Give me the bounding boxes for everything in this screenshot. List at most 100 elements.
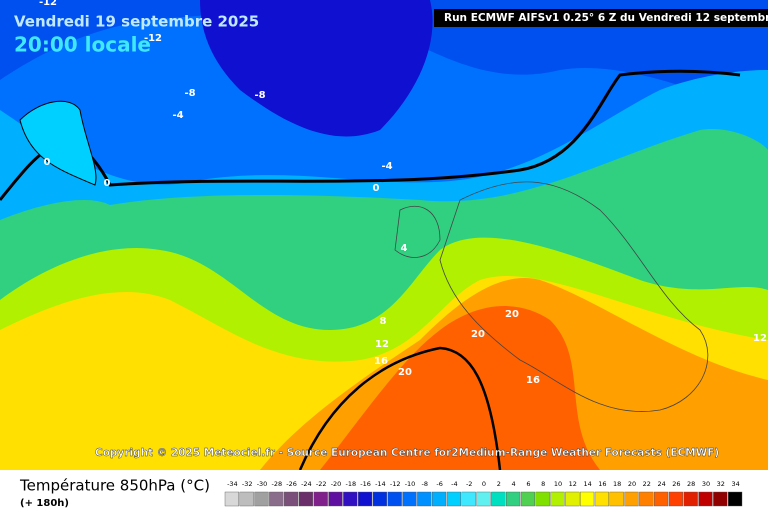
legend-swatch bbox=[254, 491, 269, 507]
legend-label: -2 bbox=[466, 480, 472, 488]
legend-swatch bbox=[713, 491, 728, 507]
legend-label: -34 bbox=[227, 480, 238, 488]
legend-swatch bbox=[550, 491, 565, 507]
legend-swatch bbox=[698, 491, 713, 507]
contour-label: -4 bbox=[172, 110, 183, 121]
legend-swatch bbox=[446, 491, 462, 507]
footer-title: Température 850hPa (°C) bbox=[19, 477, 210, 495]
legend-swatch bbox=[580, 491, 595, 507]
legend-swatch bbox=[639, 491, 654, 507]
contour-label: 16 bbox=[526, 375, 540, 386]
legend-swatch bbox=[298, 491, 314, 507]
twenty-isotherm bbox=[298, 346, 502, 471]
legend-swatch bbox=[284, 491, 299, 507]
legend-label: -10 bbox=[405, 480, 416, 488]
run-box bbox=[434, 9, 768, 27]
legend-label: -8 bbox=[422, 480, 428, 488]
legend-label: -18 bbox=[345, 480, 356, 488]
contour-label: 0 bbox=[44, 157, 51, 168]
contour-label: -4 bbox=[381, 161, 392, 172]
cold-core bbox=[200, 0, 433, 137]
legend-label: 22 bbox=[643, 480, 651, 488]
legend-swatch bbox=[594, 491, 610, 507]
legend-swatch bbox=[520, 491, 536, 507]
contour-label: -8 bbox=[254, 90, 265, 101]
contour-label: 16 bbox=[374, 356, 388, 367]
footer-lead: (+ 180h) bbox=[20, 498, 69, 509]
legend-swatch bbox=[313, 491, 328, 507]
legend-label: 0 bbox=[482, 480, 486, 488]
legend-swatch bbox=[372, 491, 388, 507]
contour-label: 20 bbox=[398, 367, 412, 378]
legend-label: 34 bbox=[731, 480, 739, 488]
legend-swatch bbox=[476, 491, 491, 507]
legend-swatch bbox=[239, 491, 254, 507]
legend-label: 6 bbox=[526, 480, 530, 488]
cold-area bbox=[0, 0, 768, 120]
contour-label: -12 bbox=[144, 33, 162, 44]
legend-label: -6 bbox=[436, 480, 442, 488]
legend-label: 32 bbox=[717, 480, 725, 488]
legend-swatch bbox=[683, 491, 698, 507]
legend-swatch bbox=[358, 491, 373, 507]
legend-label: -22 bbox=[316, 480, 327, 488]
contour-label: 20 bbox=[505, 309, 519, 320]
legend-swatch bbox=[654, 491, 669, 507]
legend-label: -26 bbox=[286, 480, 297, 488]
contour-label: 0 bbox=[373, 183, 380, 194]
contour-label: 12 bbox=[375, 339, 389, 350]
copyright: Copyright © 2025 Meteociel.fr - Source E… bbox=[95, 447, 719, 459]
legend-label: 4 bbox=[512, 480, 516, 488]
legend-label: -20 bbox=[331, 480, 342, 488]
legend-label: -12 bbox=[390, 480, 401, 488]
legend-label: 12 bbox=[569, 480, 577, 488]
legend-label: 18 bbox=[613, 480, 621, 488]
legend-swatch bbox=[461, 491, 476, 507]
run-info: Run ECMWF AIFSv1 0.25° 6 Z du Vendredi 1… bbox=[444, 12, 768, 24]
legend-swatch bbox=[535, 491, 550, 507]
contour-label: -8 bbox=[184, 88, 195, 99]
legend-label: 2 bbox=[497, 480, 501, 488]
forecast-date: Vendredi 19 septembre 2025 bbox=[14, 13, 259, 31]
legend-swatch bbox=[328, 491, 343, 507]
hotter-area bbox=[320, 306, 600, 470]
legend-label: -16 bbox=[360, 480, 371, 488]
greenland bbox=[19, 100, 97, 186]
legend-swatch bbox=[728, 491, 743, 507]
legend-swatch bbox=[668, 491, 684, 507]
legend-label: -14 bbox=[375, 480, 386, 488]
legend-swatch bbox=[402, 491, 417, 507]
legend-swatch bbox=[506, 491, 521, 507]
legend-swatch bbox=[624, 491, 639, 507]
legend-label: 10 bbox=[554, 480, 562, 488]
legend-label: -28 bbox=[271, 480, 282, 488]
legend-label: -24 bbox=[301, 480, 312, 488]
legend-label: 14 bbox=[583, 480, 591, 488]
legend-label: -4 bbox=[451, 480, 457, 488]
legend-label: 16 bbox=[598, 480, 606, 488]
legend-label: 26 bbox=[672, 480, 680, 488]
legend-swatch bbox=[432, 491, 447, 507]
forecast-time: 20:00 locale bbox=[14, 33, 151, 57]
legend-swatch bbox=[269, 491, 284, 507]
legend-label: -30 bbox=[257, 480, 268, 488]
legend-swatch bbox=[343, 491, 358, 507]
contour-label: 20 bbox=[471, 329, 485, 340]
legend-label: 20 bbox=[628, 480, 636, 488]
legend-swatch bbox=[565, 491, 580, 507]
legend-swatch bbox=[387, 491, 402, 507]
contour-label: 12 bbox=[753, 333, 767, 344]
legend-label: 30 bbox=[702, 480, 710, 488]
contour-label: 4 bbox=[401, 243, 408, 254]
legend-swatch bbox=[491, 491, 506, 507]
legend-label: 24 bbox=[657, 480, 665, 488]
legend-swatch bbox=[224, 491, 240, 507]
legend-label: 8 bbox=[541, 480, 545, 488]
legend-swatch bbox=[417, 491, 432, 507]
contour-label: -12 bbox=[39, 0, 57, 8]
legend-swatch bbox=[609, 491, 624, 507]
contour-label: 0 bbox=[104, 178, 111, 189]
legend-label: -32 bbox=[242, 480, 253, 488]
land-outline bbox=[394, 181, 709, 412]
